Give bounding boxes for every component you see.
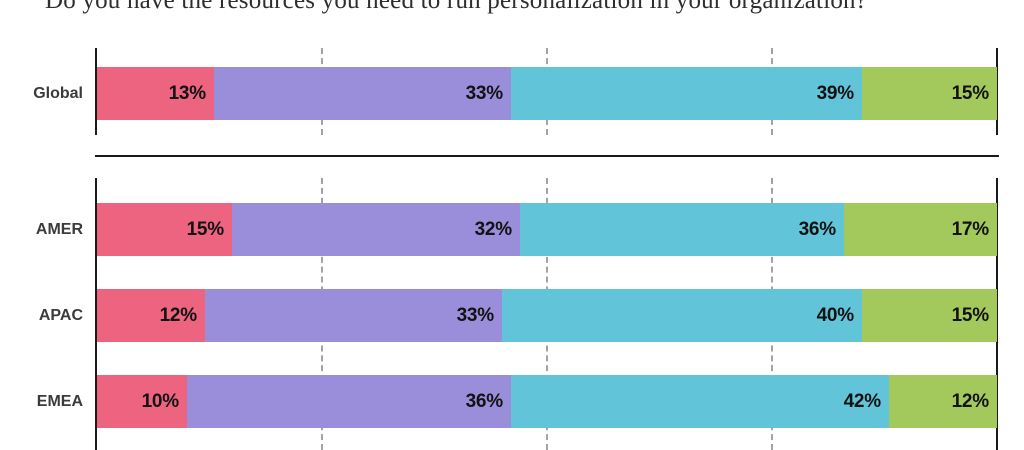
bar-row-emea: EMEA 10% 36% 42% 12% [37,375,997,428]
row-label: APAC [38,307,83,324]
bar-segment-4: 15% [862,67,997,120]
stacked-bar: 13% 33% 39% 15% [97,67,997,120]
segment-value-label: 12% [159,304,198,326]
axis-line-right [996,178,998,450]
segment-value-label: 17% [951,218,990,240]
section-separator-line [95,155,999,157]
bar-segment-3: 39% [511,67,862,120]
segment-value-label: 36% [798,218,837,240]
bar-row-apac: APAC 12% 33% 40% 15% [39,289,997,342]
axis-line-right [996,48,998,135]
segment-value-label: 40% [816,304,855,326]
bar-segment-1: 13% [97,67,214,120]
segment-value-label: 32% [474,218,513,240]
bar-segment-3: 40% [502,289,862,342]
bar-row-amer: AMER 15% 32% 36% 17% [36,203,997,256]
segment-value-label: 36% [465,390,504,412]
chart-section-regions: AMER 15% 32% 36% 17% APAC 12% 33% 40% 15% EMEA 10% 3… [36,178,998,450]
segment-value-label: 13% [168,82,207,104]
bar-segment-3: 42% [511,375,889,428]
axis-line-left [95,178,97,450]
segment-value-label: 33% [465,82,504,104]
segment-value-label: 39% [816,82,855,104]
segment-value-label: 42% [843,390,882,412]
bar-segment-1: 15% [97,203,232,256]
bar-segment-1: 12% [97,289,205,342]
bar-segment-2: 33% [205,289,502,342]
chart-title: Do you have the resources you need to ru… [45,0,868,14]
stacked-bar: 15% 32% 36% 17% [97,203,997,256]
axis-line-left [95,48,97,135]
stacked-bar: 12% 33% 40% 15% [97,289,997,342]
segment-value-label: 15% [951,304,990,326]
bar-segment-1: 10% [97,375,187,428]
chart-section-global: Global 13% 33% 39% 15% [33,48,998,135]
bar-segment-2: 32% [232,203,520,256]
segment-value-label: 12% [951,390,990,412]
stacked-bar: 10% 36% 42% 12% [97,375,997,428]
bar-row-global: Global 13% 33% 39% 15% [33,67,997,120]
segment-value-label: 15% [186,218,225,240]
segment-value-label: 15% [951,82,990,104]
bar-segment-4: 15% [862,289,997,342]
bar-segment-4: 17% [844,203,997,256]
bar-segment-3: 36% [520,203,844,256]
row-label: EMEA [36,393,83,410]
bar-segment-2: 36% [187,375,511,428]
row-label: Global [33,85,83,102]
bar-segment-4: 12% [889,375,997,428]
bar-segment-2: 33% [214,67,511,120]
row-label: AMER [35,221,83,238]
segment-value-label: 33% [456,304,495,326]
segment-value-label: 10% [141,390,180,412]
